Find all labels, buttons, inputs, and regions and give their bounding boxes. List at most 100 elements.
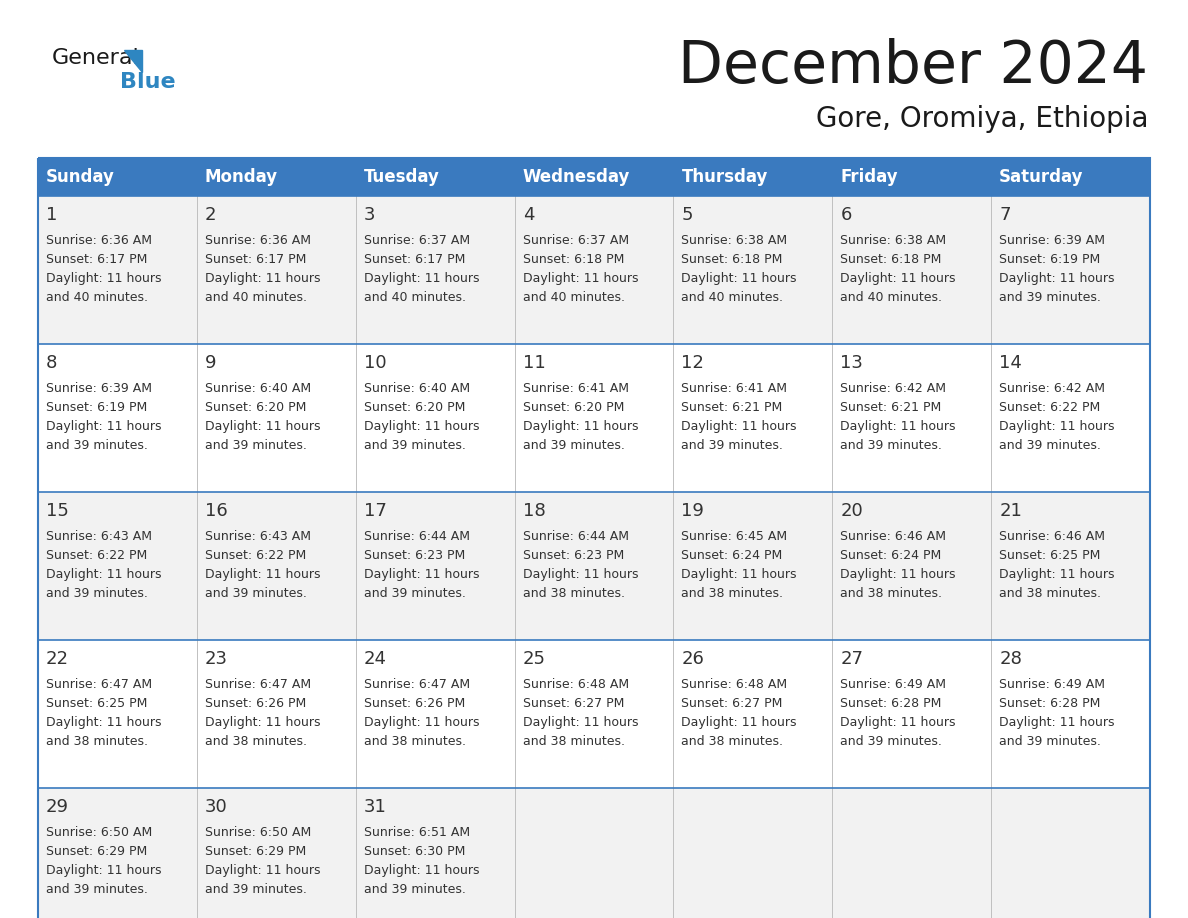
Text: Sunrise: 6:41 AM: Sunrise: 6:41 AM xyxy=(523,382,628,395)
Text: Sunset: 6:19 PM: Sunset: 6:19 PM xyxy=(46,401,147,414)
Text: and 39 minutes.: and 39 minutes. xyxy=(204,587,307,600)
Text: Sunset: 6:18 PM: Sunset: 6:18 PM xyxy=(682,253,783,266)
Text: Daylight: 11 hours: Daylight: 11 hours xyxy=(999,568,1114,581)
Text: and 38 minutes.: and 38 minutes. xyxy=(46,735,148,748)
Text: 21: 21 xyxy=(999,502,1022,520)
Text: 16: 16 xyxy=(204,502,228,520)
Bar xyxy=(514,344,674,492)
Text: Sunset: 6:21 PM: Sunset: 6:21 PM xyxy=(682,401,783,414)
Text: Sunrise: 6:36 AM: Sunrise: 6:36 AM xyxy=(204,234,311,247)
Text: Daylight: 11 hours: Daylight: 11 hours xyxy=(682,568,797,581)
Text: Daylight: 11 hours: Daylight: 11 hours xyxy=(999,272,1114,285)
Text: and 38 minutes.: and 38 minutes. xyxy=(523,735,625,748)
Text: Sunset: 6:20 PM: Sunset: 6:20 PM xyxy=(204,401,307,414)
Text: Daylight: 11 hours: Daylight: 11 hours xyxy=(364,272,479,285)
Text: Sunset: 6:22 PM: Sunset: 6:22 PM xyxy=(204,549,307,562)
Text: Sunset: 6:28 PM: Sunset: 6:28 PM xyxy=(840,697,942,710)
Text: Daylight: 11 hours: Daylight: 11 hours xyxy=(46,420,162,433)
Text: Sunrise: 6:41 AM: Sunrise: 6:41 AM xyxy=(682,382,788,395)
Text: Sunrise: 6:46 AM: Sunrise: 6:46 AM xyxy=(840,530,947,543)
Text: and 39 minutes.: and 39 minutes. xyxy=(46,439,147,452)
Text: and 39 minutes.: and 39 minutes. xyxy=(364,883,466,896)
Text: Daylight: 11 hours: Daylight: 11 hours xyxy=(999,420,1114,433)
Text: 13: 13 xyxy=(840,354,864,372)
Text: Saturday: Saturday xyxy=(999,168,1083,186)
Text: Daylight: 11 hours: Daylight: 11 hours xyxy=(46,568,162,581)
Text: Sunset: 6:17 PM: Sunset: 6:17 PM xyxy=(46,253,147,266)
Text: Sunrise: 6:43 AM: Sunrise: 6:43 AM xyxy=(46,530,152,543)
Text: and 38 minutes.: and 38 minutes. xyxy=(364,735,466,748)
Text: Sunrise: 6:45 AM: Sunrise: 6:45 AM xyxy=(682,530,788,543)
Bar xyxy=(991,788,1150,918)
Text: Sunset: 6:30 PM: Sunset: 6:30 PM xyxy=(364,845,465,858)
Text: and 38 minutes.: and 38 minutes. xyxy=(204,735,307,748)
Text: Daylight: 11 hours: Daylight: 11 hours xyxy=(999,716,1114,729)
Bar xyxy=(674,158,833,196)
Text: 14: 14 xyxy=(999,354,1022,372)
Text: 3: 3 xyxy=(364,206,375,224)
Text: Sunrise: 6:44 AM: Sunrise: 6:44 AM xyxy=(523,530,628,543)
Bar xyxy=(991,492,1150,640)
Text: 25: 25 xyxy=(523,650,545,668)
Text: Sunset: 6:26 PM: Sunset: 6:26 PM xyxy=(204,697,307,710)
Text: Sunset: 6:23 PM: Sunset: 6:23 PM xyxy=(523,549,624,562)
Text: Daylight: 11 hours: Daylight: 11 hours xyxy=(840,272,956,285)
Text: 11: 11 xyxy=(523,354,545,372)
Text: and 38 minutes.: and 38 minutes. xyxy=(999,587,1101,600)
Bar xyxy=(197,344,355,492)
Text: Sunset: 6:29 PM: Sunset: 6:29 PM xyxy=(46,845,147,858)
Bar xyxy=(38,788,197,918)
Text: Sunrise: 6:49 AM: Sunrise: 6:49 AM xyxy=(840,678,947,691)
Text: 26: 26 xyxy=(682,650,704,668)
Text: and 39 minutes.: and 39 minutes. xyxy=(204,439,307,452)
Text: 23: 23 xyxy=(204,650,228,668)
Text: Sunset: 6:18 PM: Sunset: 6:18 PM xyxy=(523,253,624,266)
Text: Sunrise: 6:47 AM: Sunrise: 6:47 AM xyxy=(46,678,152,691)
Text: and 40 minutes.: and 40 minutes. xyxy=(204,291,307,304)
Text: Daylight: 11 hours: Daylight: 11 hours xyxy=(46,716,162,729)
Text: Sunrise: 6:38 AM: Sunrise: 6:38 AM xyxy=(840,234,947,247)
Text: and 39 minutes.: and 39 minutes. xyxy=(523,439,625,452)
Text: Daylight: 11 hours: Daylight: 11 hours xyxy=(523,568,638,581)
Text: Blue: Blue xyxy=(120,72,176,92)
Text: and 39 minutes.: and 39 minutes. xyxy=(364,587,466,600)
Polygon shape xyxy=(124,50,143,72)
Text: Sunset: 6:29 PM: Sunset: 6:29 PM xyxy=(204,845,307,858)
Text: Daylight: 11 hours: Daylight: 11 hours xyxy=(204,716,321,729)
Bar xyxy=(38,640,197,788)
Text: Gore, Oromiya, Ethiopia: Gore, Oromiya, Ethiopia xyxy=(815,105,1148,133)
Bar xyxy=(833,640,991,788)
Bar xyxy=(197,158,355,196)
Text: Sunset: 6:22 PM: Sunset: 6:22 PM xyxy=(46,549,147,562)
Text: Sunrise: 6:40 AM: Sunrise: 6:40 AM xyxy=(204,382,311,395)
Bar xyxy=(833,492,991,640)
Text: Daylight: 11 hours: Daylight: 11 hours xyxy=(204,272,321,285)
Text: Sunrise: 6:51 AM: Sunrise: 6:51 AM xyxy=(364,826,469,839)
Text: General: General xyxy=(52,48,140,68)
Bar xyxy=(197,492,355,640)
Text: Sunset: 6:20 PM: Sunset: 6:20 PM xyxy=(364,401,465,414)
Text: 24: 24 xyxy=(364,650,387,668)
Text: Sunrise: 6:43 AM: Sunrise: 6:43 AM xyxy=(204,530,311,543)
Text: Daylight: 11 hours: Daylight: 11 hours xyxy=(523,716,638,729)
Text: 20: 20 xyxy=(840,502,862,520)
Text: Sunrise: 6:42 AM: Sunrise: 6:42 AM xyxy=(840,382,947,395)
Text: Daylight: 11 hours: Daylight: 11 hours xyxy=(840,568,956,581)
Text: and 39 minutes.: and 39 minutes. xyxy=(46,587,147,600)
Bar xyxy=(833,788,991,918)
Text: 22: 22 xyxy=(46,650,69,668)
Text: and 40 minutes.: and 40 minutes. xyxy=(840,291,942,304)
Text: 15: 15 xyxy=(46,502,69,520)
Text: Daylight: 11 hours: Daylight: 11 hours xyxy=(523,420,638,433)
Bar xyxy=(38,158,197,196)
Text: Sunset: 6:25 PM: Sunset: 6:25 PM xyxy=(999,549,1100,562)
Text: and 38 minutes.: and 38 minutes. xyxy=(840,587,942,600)
Text: Sunrise: 6:49 AM: Sunrise: 6:49 AM xyxy=(999,678,1105,691)
Text: Sunset: 6:27 PM: Sunset: 6:27 PM xyxy=(682,697,783,710)
Text: and 39 minutes.: and 39 minutes. xyxy=(999,439,1101,452)
Bar xyxy=(674,344,833,492)
Text: 27: 27 xyxy=(840,650,864,668)
Text: Daylight: 11 hours: Daylight: 11 hours xyxy=(46,864,162,877)
Text: Sunset: 6:23 PM: Sunset: 6:23 PM xyxy=(364,549,465,562)
Text: Friday: Friday xyxy=(840,168,898,186)
